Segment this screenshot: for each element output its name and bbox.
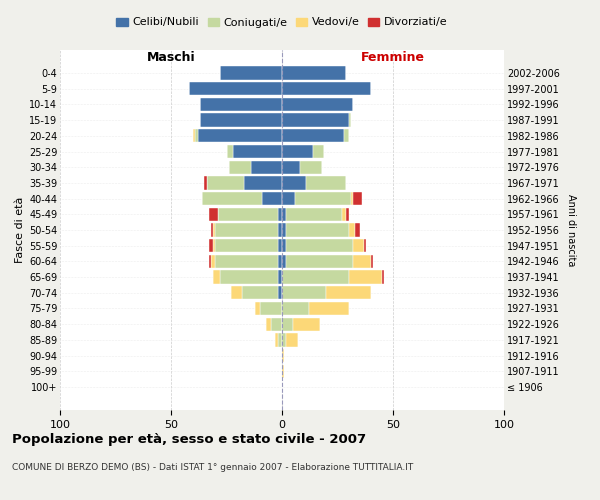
- Bar: [282, 145, 313, 158]
- Bar: [382, 270, 384, 284]
- Bar: [215, 224, 278, 236]
- Bar: [282, 192, 295, 205]
- Bar: [211, 254, 215, 268]
- Bar: [349, 224, 355, 236]
- Bar: [231, 286, 242, 300]
- Bar: [233, 145, 282, 158]
- Bar: [271, 318, 282, 331]
- Bar: [244, 176, 282, 190]
- Bar: [282, 224, 286, 236]
- Bar: [286, 224, 349, 236]
- Bar: [282, 349, 284, 362]
- Bar: [278, 254, 282, 268]
- Bar: [220, 66, 282, 80]
- Bar: [209, 208, 218, 221]
- Bar: [262, 192, 282, 205]
- Bar: [213, 239, 215, 252]
- Bar: [220, 270, 278, 284]
- Bar: [278, 286, 282, 300]
- Bar: [215, 239, 278, 252]
- Bar: [282, 160, 300, 174]
- Bar: [213, 224, 215, 236]
- Bar: [282, 270, 349, 284]
- Bar: [286, 208, 342, 221]
- Bar: [197, 129, 282, 142]
- Bar: [282, 208, 286, 221]
- Bar: [282, 98, 353, 111]
- Bar: [282, 129, 344, 142]
- Bar: [286, 239, 353, 252]
- Bar: [193, 129, 196, 142]
- Bar: [326, 286, 371, 300]
- Bar: [342, 208, 346, 221]
- Bar: [282, 114, 349, 127]
- Text: COMUNE DI BERZO DEMO (BS) - Dati ISTAT 1° gennaio 2007 - Elaborazione TUTTITALIA: COMUNE DI BERZO DEMO (BS) - Dati ISTAT 1…: [12, 462, 413, 471]
- Y-axis label: Anni di nascita: Anni di nascita: [566, 194, 577, 266]
- Bar: [282, 82, 371, 96]
- Bar: [308, 302, 349, 315]
- Bar: [353, 254, 371, 268]
- Bar: [227, 145, 233, 158]
- Bar: [349, 114, 351, 127]
- Bar: [282, 254, 286, 268]
- Bar: [215, 254, 278, 268]
- Bar: [242, 286, 278, 300]
- Legend: Celibi/Nubili, Coniugati/e, Vedovi/e, Divorziati/e: Celibi/Nubili, Coniugati/e, Vedovi/e, Di…: [112, 13, 452, 32]
- Bar: [282, 333, 286, 346]
- Bar: [229, 160, 251, 174]
- Bar: [211, 224, 213, 236]
- Bar: [295, 192, 351, 205]
- Bar: [200, 98, 282, 111]
- Text: Femmine: Femmine: [361, 50, 425, 64]
- Bar: [282, 286, 326, 300]
- Text: Maschi: Maschi: [146, 50, 196, 64]
- Bar: [200, 114, 282, 127]
- Bar: [282, 302, 308, 315]
- Bar: [213, 270, 220, 284]
- Bar: [364, 239, 367, 252]
- Bar: [202, 192, 262, 205]
- Bar: [293, 318, 320, 331]
- Bar: [313, 145, 324, 158]
- Bar: [209, 239, 213, 252]
- Bar: [300, 160, 322, 174]
- Bar: [256, 302, 260, 315]
- Bar: [371, 254, 373, 268]
- Bar: [282, 176, 307, 190]
- Bar: [189, 82, 282, 96]
- Y-axis label: Fasce di età: Fasce di età: [14, 197, 25, 263]
- Bar: [260, 302, 282, 315]
- Bar: [266, 318, 271, 331]
- Bar: [286, 333, 298, 346]
- Bar: [349, 270, 382, 284]
- Bar: [286, 254, 353, 268]
- Bar: [282, 364, 284, 378]
- Bar: [344, 129, 349, 142]
- Bar: [196, 129, 197, 142]
- Bar: [353, 192, 362, 205]
- Bar: [282, 66, 346, 80]
- Bar: [278, 239, 282, 252]
- Text: Popolazione per età, sesso e stato civile - 2007: Popolazione per età, sesso e stato civil…: [12, 432, 366, 446]
- Bar: [346, 208, 349, 221]
- Bar: [278, 270, 282, 284]
- Bar: [307, 176, 346, 190]
- Bar: [209, 254, 211, 268]
- Bar: [351, 192, 353, 205]
- Bar: [282, 239, 286, 252]
- Bar: [206, 176, 244, 190]
- Bar: [275, 333, 278, 346]
- Bar: [282, 318, 293, 331]
- Bar: [278, 333, 282, 346]
- Bar: [353, 239, 364, 252]
- Bar: [278, 208, 282, 221]
- Bar: [218, 208, 278, 221]
- Bar: [204, 176, 206, 190]
- Bar: [355, 224, 360, 236]
- Bar: [278, 224, 282, 236]
- Bar: [251, 160, 282, 174]
